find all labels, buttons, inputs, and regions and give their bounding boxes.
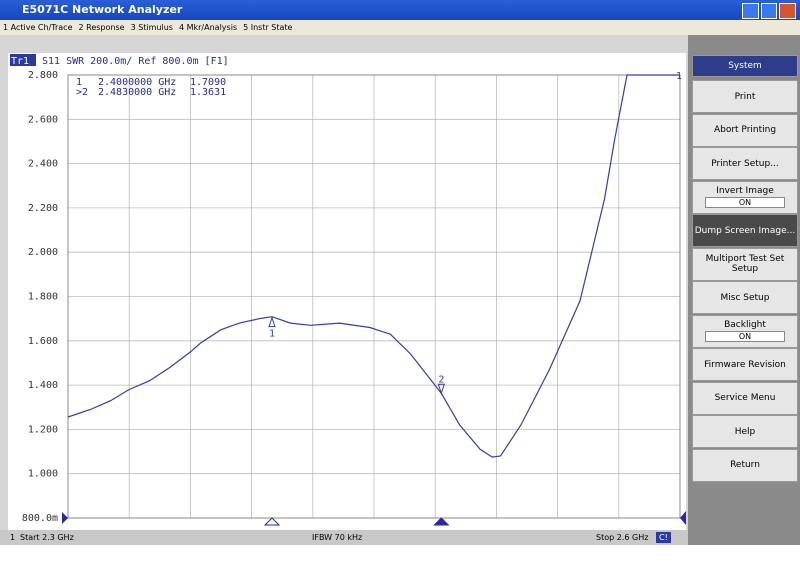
y-tick-label: 800.0m — [22, 513, 58, 524]
softkey-label: Firmware Revision — [704, 359, 786, 370]
softkey[interactable]: Dump Screen Image... — [692, 214, 798, 247]
softkey[interactable]: Printer Setup... — [692, 147, 798, 180]
softkey[interactable]: Service Menu — [692, 381, 798, 415]
softkey[interactable]: Return — [692, 448, 798, 482]
y-tick-label: 1.000 — [28, 469, 58, 480]
menu-item[interactable]: 3 Stimulus — [130, 23, 173, 32]
marker-readout-name: >2 — [76, 87, 88, 98]
ifbw: IFBW 70 kHz — [312, 533, 363, 542]
softkey-panel: System Print Abort Printing Printer Setup.… — [688, 35, 800, 545]
screen: Tr1 S11 SWR 200.0m/ Ref 800.0m [F1] 800.0m… — [0, 35, 688, 545]
softkey-label: Printer Setup... — [711, 158, 779, 169]
trace-header: S11 SWR 200.0m/ Ref 800.0m [F1] — [42, 56, 229, 67]
softkey-label: Return — [730, 460, 760, 470]
softkey[interactable]: Firmware Revision — [692, 348, 798, 381]
y-tick-label: 2.400 — [28, 159, 58, 170]
marker — [268, 316, 276, 328]
marker-readout-x: 2.4000000 GHz — [98, 77, 176, 88]
y-tick-label: 1.400 — [28, 380, 58, 391]
title-bar: E5071C Network Analyzer — [0, 0, 800, 20]
y-tick-label: 1.800 — [28, 292, 58, 303]
reference-arrow — [62, 512, 68, 524]
menu-item[interactable]: 2 Response — [78, 23, 125, 32]
softkey-label: Help — [734, 426, 756, 437]
softkey-label: Backlight — [724, 320, 766, 330]
marker-position — [263, 517, 281, 526]
window-controls — [742, 3, 797, 19]
trace-tag-bg — [10, 54, 36, 66]
trace-line — [67, 74, 680, 458]
reference-arrow-right — [680, 511, 686, 525]
marker-readout-value: 1.3631 — [190, 87, 226, 98]
trace-tag: Tr1 — [11, 56, 29, 67]
marker-position — [433, 517, 450, 526]
softkey-label: Service Menu — [714, 393, 776, 403]
softkey-label: Abort Printing — [713, 125, 777, 135]
softkey[interactable]: Abort Printing — [692, 113, 798, 147]
softkey-label: Print — [734, 91, 756, 102]
marker — [437, 383, 446, 395]
marker-label: 2 — [438, 374, 444, 385]
plot-frame — [67, 74, 681, 519]
softkey-state: ON — [705, 331, 785, 342]
marker-readout-name: 1 — [76, 77, 82, 88]
y-tick-label: 2.200 — [28, 203, 58, 214]
close-button[interactable] — [779, 3, 797, 19]
softkey[interactable]: Multiport Test Set Setup — [692, 247, 798, 281]
y-tick-label: 2.800 — [28, 70, 58, 81]
softkey[interactable]: Misc Setup — [692, 281, 798, 314]
softkey-label: Dump Screen Image... — [694, 225, 796, 236]
start-frequency: Start 2.3 GHz — [20, 533, 74, 542]
y-tick-label: 1.600 — [28, 336, 58, 347]
menu-item[interactable]: 1 Active Ch/Trace — [3, 23, 73, 32]
chart: Tr1 S11 SWR 200.0m/ Ref 800.0m [F1] 800.0m… — [8, 53, 686, 530]
marker-readout-value: 1.7090 — [190, 77, 226, 88]
y-tick-label: 2.000 — [28, 247, 58, 258]
maximize-button[interactable] — [760, 3, 778, 19]
softkey[interactable]: Print — [692, 80, 798, 113]
softkey[interactable]: Invert Image ON — [692, 180, 798, 214]
y-tick-label: 1.200 — [28, 424, 58, 435]
marker-label: 1 — [269, 329, 275, 340]
menu-item[interactable]: 5 Instr State — [243, 23, 293, 32]
softkey[interactable]: Backlight ON — [692, 314, 798, 348]
softkey-title: System — [692, 55, 798, 77]
softkey-state: ON — [705, 197, 785, 208]
menu-bar: 1 Active Ch/Trace 2 Response 3 Stimulus 4 M… — [0, 20, 800, 35]
menu-item[interactable]: 4 Mkr/Analysis — [178, 23, 238, 32]
softkey-label: Multiport Test Set Setup — [705, 254, 785, 274]
minimize-button[interactable] — [742, 3, 759, 19]
stop-frequency: Stop 2.6 GHz — [596, 533, 649, 542]
window-title: E5071C Network Analyzer — [22, 3, 183, 16]
indicator: C! — [656, 532, 671, 543]
softkey-label: Misc Setup — [720, 292, 770, 303]
softkey[interactable]: Help — [692, 415, 798, 448]
status-bar: 1 Start 2.3 GHz IFBW 70 kHz Stop 2.6 GHz… — [0, 530, 688, 545]
softkey-label: Invert Image — [716, 186, 774, 196]
legend-label: 1 — [676, 71, 682, 82]
y-tick-label: 2.600 — [28, 114, 58, 125]
marker-readout-x: 2.4830000 GHz — [98, 87, 176, 98]
plot-background — [8, 53, 686, 530]
channel: 1 — [10, 533, 16, 542]
